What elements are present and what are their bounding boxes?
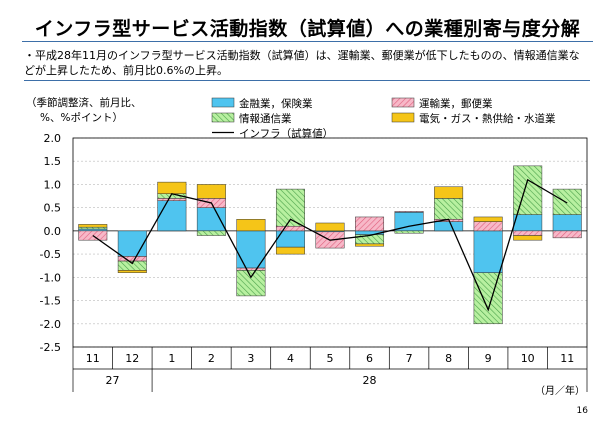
legend-label-total-line: インフラ（試算値） [239, 127, 333, 140]
bar-segment-transport [157, 198, 187, 201]
bar-segment-utilities [236, 219, 266, 232]
slide-title: インフラ型サービス活動指数（試算値）への業種別寄与度分解 [34, 18, 581, 40]
plot-frame [72, 137, 588, 348]
y-tick-label: 0.5 [44, 202, 62, 215]
bar-segment-finance [78, 228, 108, 232]
y-tick-label: 1.5 [44, 155, 62, 168]
year-label: 27 [106, 374, 120, 387]
bar-segment-transport [275, 225, 305, 232]
summary-note: ・平成28年11月のインフラ型サービス活動指数（試算値）は、運輸業、郵便業が低下… [24, 48, 590, 81]
title-divider [22, 41, 593, 42]
bar-segment-info [394, 230, 424, 234]
legend-swatch-utilities [391, 112, 415, 123]
page-number: 16 [576, 406, 588, 416]
bar-segment-utilities [315, 222, 345, 232]
bars [78, 165, 582, 325]
bar-segment-utilities [196, 184, 226, 199]
bar-segment-transport [236, 267, 266, 271]
bar-segment-utilities [473, 216, 503, 222]
bar-segment-utilities [275, 246, 305, 255]
bar-segment-utilities [117, 270, 147, 273]
y-tick-label: 2.0 [44, 132, 62, 145]
bar-segment-info [434, 198, 464, 220]
bar-segment-info [78, 226, 108, 230]
legend-label-finance: 金融業，保険業 [239, 97, 313, 110]
year-label: 28 [363, 374, 377, 387]
bar-segment-finance [236, 230, 266, 269]
x-tick-label: 12 [125, 352, 139, 365]
y-tick-label: -2.0 [40, 318, 61, 331]
y-tick-label: 1.0 [44, 178, 62, 191]
bar-segment-transport [513, 230, 543, 236]
bar-segment-finance [117, 230, 147, 257]
x-tick-label: 1 [168, 352, 175, 365]
y-axis-unit-label-line2: %、%ポイント） [40, 112, 123, 124]
legend-swatch-transport [391, 97, 415, 108]
bar-segment-info [473, 272, 503, 325]
bar-segment-transport [394, 211, 424, 213]
legend-label-utilities: 電気・ガス・熱供給・水道業 [419, 112, 556, 125]
x-tick-label: 7 [406, 352, 413, 365]
bar-segment-finance [473, 230, 503, 273]
bar-segment-utilities [157, 181, 187, 194]
legend-swatch-info [211, 112, 235, 123]
x-tick-label: 2 [208, 352, 215, 365]
bar-segment-utilities [513, 235, 543, 241]
bar-segment-finance [196, 207, 226, 232]
bar-segment-finance [552, 214, 582, 232]
bar-segment-info [275, 188, 305, 227]
x-tick-label: 4 [287, 352, 294, 365]
y-axis-unit-label-line1: （季節調整済、前月比、 [26, 97, 142, 109]
bar-segment-utilities [434, 186, 464, 199]
x-tick-label: 8 [445, 352, 452, 365]
y-axis-unit-label: （季節調整済、前月比、 %、%ポイント） [26, 96, 142, 126]
y-tick-label: 0.0 [44, 225, 62, 238]
bar-segment-utilities [355, 243, 385, 247]
bar-segment-transport [355, 216, 385, 232]
legend-label-transport: 運輸業，郵便業 [419, 97, 493, 110]
y-axis-ticks: 2.0 1.5 1.0 0.5 0.0 -0.5 -1.0 -1.5 -2.0 -2.5 [40, 132, 61, 354]
y-tick-label: -0.5 [40, 248, 61, 261]
bar-segment-finance [434, 221, 464, 232]
x-tick-label: 5 [327, 352, 334, 365]
total-line-path [92, 178, 568, 312]
total-line [92, 178, 568, 312]
bar-segment-transport [473, 221, 503, 232]
bar-segment-utilities [78, 224, 108, 228]
bar-segment-transport [78, 230, 108, 241]
x-tick-label: 6 [366, 352, 373, 365]
y-tick-label: -1.5 [40, 295, 61, 308]
bar-segment-info [196, 230, 226, 236]
bar-segment-transport [552, 230, 582, 239]
x-tick-label: 11 [560, 352, 574, 365]
x-tick-label: 10 [521, 352, 535, 365]
y-tick-label: -1.0 [40, 271, 61, 284]
legend-swatch-finance [211, 97, 235, 108]
x-tick-label: 11 [86, 352, 100, 365]
y-tick-label: -2.5 [40, 341, 61, 354]
x-tick-label: 9 [485, 352, 492, 365]
legend-label-info: 情報通信業 [239, 112, 292, 125]
bar-segment-finance [157, 200, 187, 232]
bar-segment-info [513, 165, 543, 215]
x-axis-unit: （月／年） [535, 384, 585, 397]
bar-segment-info [236, 270, 266, 297]
bar-segment-finance [513, 214, 543, 232]
bar-segment-info [552, 188, 582, 215]
x-tick-label: 3 [247, 352, 254, 365]
